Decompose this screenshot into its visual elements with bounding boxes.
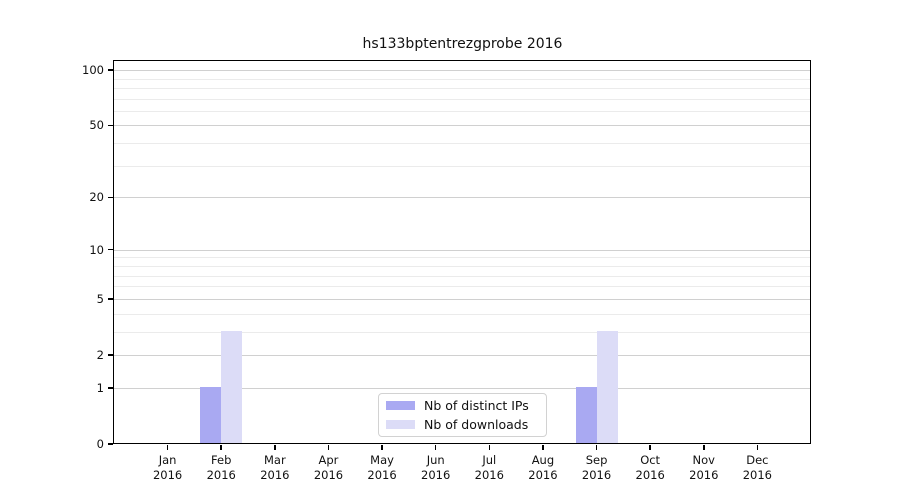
gridline-major xyxy=(114,249,810,251)
legend-row: Nb of downloads xyxy=(386,417,538,432)
x-tick-month: Nov xyxy=(692,453,715,467)
x-tick-month: Jan xyxy=(158,453,177,467)
x-tick-label: May 2016 xyxy=(347,453,417,482)
x-tick-label: Dec 2016 xyxy=(722,453,792,482)
x-tick-label: Feb 2016 xyxy=(186,453,256,482)
x-tick-mark xyxy=(756,445,759,450)
x-tick-mark xyxy=(220,445,222,450)
x-tick-mark xyxy=(649,445,651,450)
x-tick-year: 2016 xyxy=(581,467,612,482)
x-tick-mark xyxy=(274,445,276,450)
x-tick-mark xyxy=(488,445,491,450)
x-tick-month: Feb xyxy=(211,453,232,467)
gridline-major xyxy=(114,298,810,300)
legend-label: Nb of distinct IPs xyxy=(424,398,529,413)
x-tick-year: 2016 xyxy=(689,467,719,482)
x-tick-year: 2016 xyxy=(635,467,665,482)
x-tick-mark xyxy=(542,445,544,450)
bar-distinct-ips xyxy=(575,386,597,443)
gridline-minor xyxy=(114,78,810,80)
y-tick-label: 100 xyxy=(82,63,104,78)
x-tick-label: Jan 2016 xyxy=(133,453,203,482)
x-tick-mark xyxy=(703,445,705,450)
y-tick-label: 1 xyxy=(96,380,104,395)
x-tick-year: 2016 xyxy=(742,467,773,482)
gridline-minor xyxy=(114,313,810,315)
x-tick-label: Jul 2016 xyxy=(454,453,524,482)
legend-swatch xyxy=(386,420,415,429)
bar-downloads xyxy=(221,330,243,443)
x-tick-label: Nov 2016 xyxy=(669,453,739,482)
legend-row: Nb of distinct IPs xyxy=(386,398,538,413)
x-tick-month: Mar xyxy=(263,453,286,467)
x-tick-year: 2016 xyxy=(421,467,451,482)
y-tick-mark xyxy=(108,196,113,199)
x-tick-month: Jun xyxy=(426,453,445,467)
x-tick-year: 2016 xyxy=(313,467,344,482)
y-tick-mark xyxy=(108,124,113,127)
x-tick-mark xyxy=(381,445,383,450)
y-tick-label: 10 xyxy=(89,242,104,257)
y-tick-label: 0 xyxy=(96,437,104,451)
legend-swatch xyxy=(386,401,415,410)
x-tick-mark xyxy=(434,445,437,450)
x-tick-year: 2016 xyxy=(528,467,558,482)
gridline-minor xyxy=(114,110,810,112)
x-tick-month: Dec xyxy=(746,453,769,467)
x-tick-month: Oct xyxy=(640,453,661,467)
gridline-minor xyxy=(114,143,810,145)
plot-area xyxy=(113,60,811,444)
x-tick-mark xyxy=(327,445,330,450)
gridline-minor xyxy=(114,257,810,259)
x-tick-label: Apr 2016 xyxy=(293,453,363,482)
gridline-major xyxy=(114,387,810,389)
legend-label: Nb of downloads xyxy=(424,417,529,432)
gridline-minor xyxy=(114,275,810,277)
bar-distinct-ips xyxy=(200,386,222,443)
x-tick-mark xyxy=(595,445,598,450)
x-tick-label: Sep 2016 xyxy=(562,453,632,482)
gridline-minor xyxy=(114,331,810,333)
gridline-major xyxy=(114,354,810,356)
bar-downloads xyxy=(596,330,618,443)
y-tick-mark xyxy=(108,354,113,356)
gridline-major xyxy=(114,197,810,199)
y-tick-mark xyxy=(108,248,113,251)
y-tick-label: 2 xyxy=(96,347,104,362)
x-tick-mark xyxy=(166,445,169,450)
chart-title: hs133bptentrezgprobe 2016 xyxy=(362,36,563,52)
gridline-major xyxy=(114,70,810,72)
x-tick-month: Apr xyxy=(318,453,339,467)
gridline-minor xyxy=(114,265,810,267)
x-tick-year: 2016 xyxy=(474,467,504,482)
x-tick-year: 2016 xyxy=(206,467,236,482)
x-tick-month: Jul xyxy=(482,453,497,467)
x-tick-label: Aug 2016 xyxy=(508,453,578,482)
y-tick-mark xyxy=(108,387,113,389)
y-tick-mark xyxy=(108,298,113,300)
x-tick-year: 2016 xyxy=(152,467,183,482)
x-tick-year: 2016 xyxy=(260,467,290,482)
gridline-minor xyxy=(114,286,810,288)
y-tick-mark xyxy=(108,443,113,445)
y-tick-label: 50 xyxy=(89,118,104,133)
gridline-major xyxy=(114,125,810,127)
legend: Nb of distinct IPs Nb of downloads xyxy=(378,393,547,437)
x-tick-year: 2016 xyxy=(367,467,397,482)
gridline-minor xyxy=(114,165,810,167)
x-tick-label: Mar 2016 xyxy=(240,453,310,482)
x-tick-month: May xyxy=(370,453,394,467)
y-tick-mark xyxy=(108,69,113,71)
gridline-minor xyxy=(114,98,810,100)
x-tick-label: Jun 2016 xyxy=(401,453,471,482)
x-tick-label: Oct 2016 xyxy=(615,453,685,482)
x-tick-month: Sep xyxy=(585,453,608,467)
gridline-minor xyxy=(114,87,810,89)
y-tick-label: 5 xyxy=(96,291,104,306)
x-tick-month: Aug xyxy=(531,453,555,467)
y-tick-label: 20 xyxy=(89,190,104,205)
